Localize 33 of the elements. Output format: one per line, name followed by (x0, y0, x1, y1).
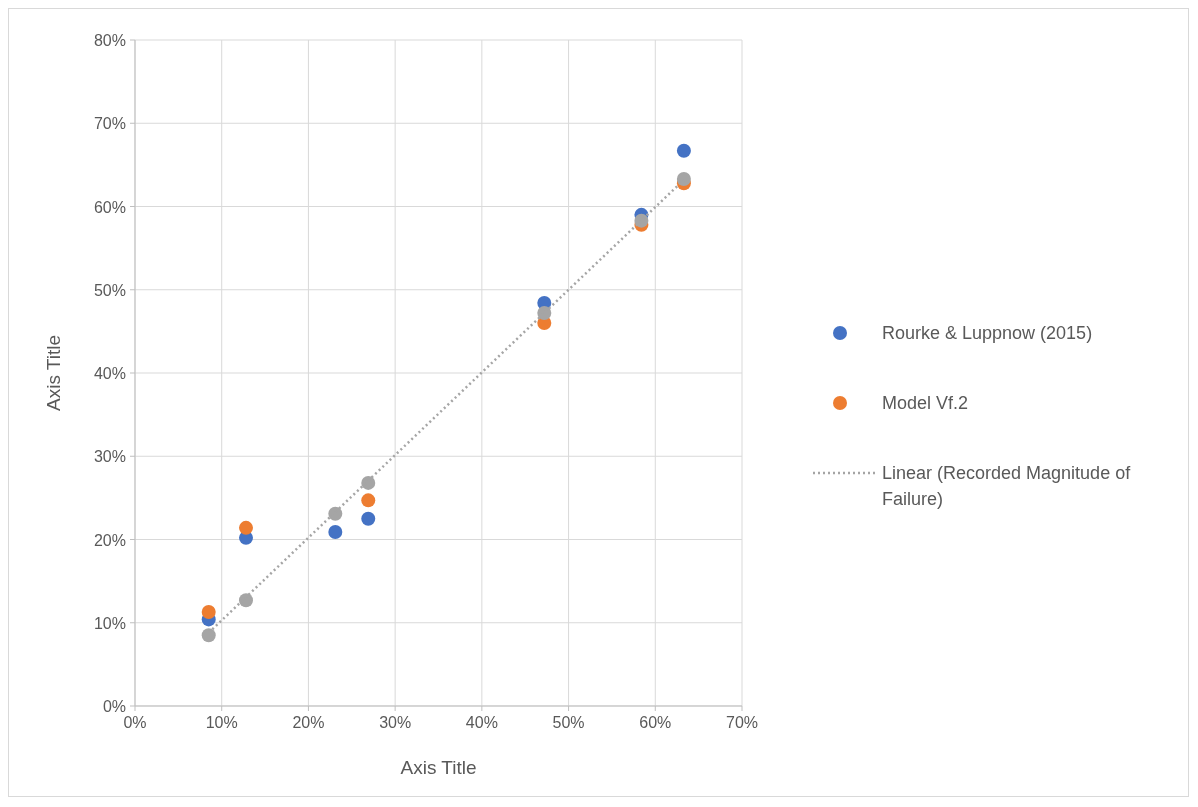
legend-label: Rourke & Luppnow (2015) (882, 323, 1093, 343)
point (201, 604, 216, 619)
x-tick-label: 50% (552, 714, 585, 731)
y-tick-label: 30% (93, 448, 126, 466)
point (361, 475, 376, 490)
x-tick-label: 60% (639, 714, 672, 731)
x-tick-label: 20% (292, 714, 325, 731)
legend-label: Model Vf.2 (882, 393, 969, 413)
legend-label: Linear (Recorded Magnitude of Failure) (882, 463, 1132, 509)
y-tick-label: 0% (102, 698, 126, 715)
y-tick-label: 70% (93, 115, 126, 133)
point (676, 143, 691, 158)
point (201, 628, 216, 643)
y-tick-label: 20% (93, 531, 126, 549)
x-tick-label: 10% (205, 714, 238, 731)
x-tick-label: 30% (379, 714, 412, 731)
y-tick-label: 50% (93, 281, 126, 299)
x-axis-title: Axis Title (400, 757, 477, 778)
y-axis-title: Axis Title (43, 334, 64, 412)
point (238, 520, 253, 535)
x-tick-label: 0% (123, 714, 147, 731)
y-tick-label: 60% (93, 198, 126, 216)
y-tick-label: 40% (93, 365, 126, 382)
x-tick-label: 70% (725, 714, 759, 731)
y-tick-label: 10% (93, 614, 126, 632)
point (361, 511, 376, 526)
point (537, 306, 552, 321)
point (361, 493, 376, 508)
point (328, 525, 343, 540)
x-tick-label: 40% (465, 714, 498, 731)
point (676, 172, 691, 187)
y-tick-label: 80% (93, 32, 126, 49)
point (238, 593, 253, 608)
